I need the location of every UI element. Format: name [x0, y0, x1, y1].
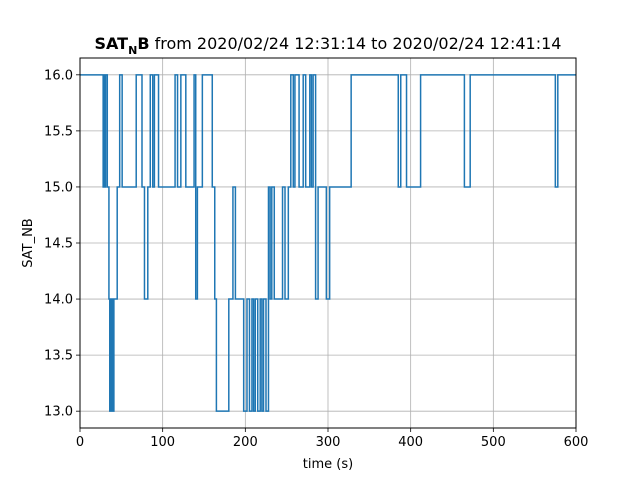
y-tick-label: 16.0: [44, 68, 73, 83]
title-subscript: N: [128, 44, 137, 57]
x-tick-label: 0: [76, 435, 84, 450]
y-tick-label: 13.5: [44, 349, 73, 364]
y-tick-label: 14.5: [44, 237, 73, 252]
x-axis-ticks: 0 100 200 300 400 500 600: [76, 428, 589, 450]
y-tick-label: 15.0: [44, 180, 73, 195]
series-layer: [80, 74, 576, 412]
chart-title: SATNB from 2020/02/24 12:31:14 to 2020/0…: [95, 34, 562, 57]
x-tick-label: 300: [316, 435, 341, 450]
x-tick-label: 400: [398, 435, 423, 450]
series-line-0: [80, 74, 576, 412]
title-sat: SAT: [95, 34, 129, 53]
y-axis-ticks: 13.0 13.5 14.0 14.5 15.0 15.5 16.0: [44, 68, 80, 420]
x-axis-label: time (s): [303, 457, 353, 472]
x-tick-label: 500: [481, 435, 506, 450]
x-tick-label: 200: [233, 435, 258, 450]
y-tick-label: 14.0: [44, 293, 73, 308]
y-tick-label: 15.5: [44, 124, 73, 139]
title-rest: from 2020/02/24 12:31:14 to 2020/02/24 1…: [150, 34, 562, 53]
x-tick-label: 600: [564, 435, 589, 450]
y-tick-label: 13.0: [44, 405, 73, 420]
x-tick-label: 100: [150, 435, 175, 450]
title-b: B: [137, 34, 149, 53]
y-axis-label: SAT_NB: [21, 218, 36, 267]
